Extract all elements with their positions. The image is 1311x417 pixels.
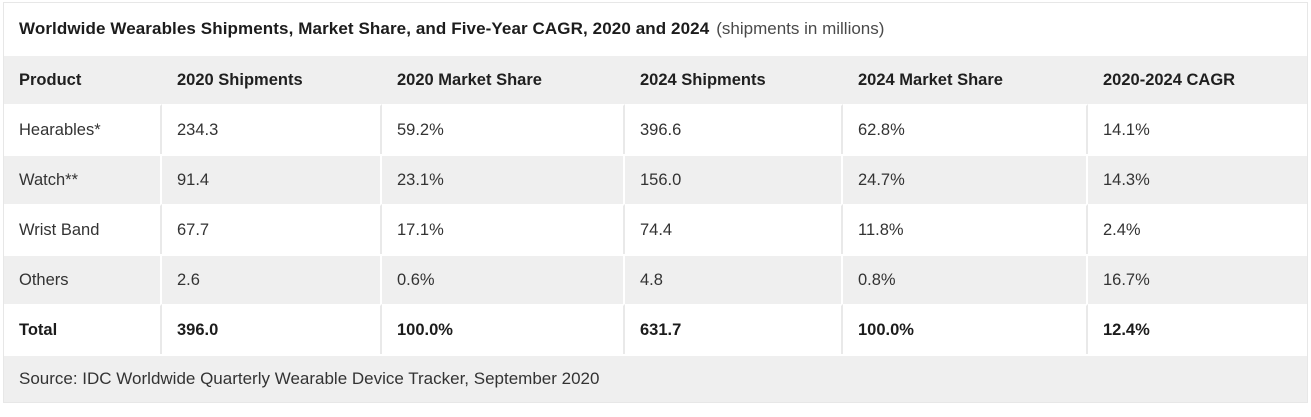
cell-2024-market-share: 100.0% [843,304,1088,354]
table-source: Source: IDC Worldwide Quarterly Wearable… [4,356,1307,402]
cell-2024-shipments: 4.8 [625,254,843,304]
cell-2024-shipments: 74.4 [625,204,843,254]
cell-2024-market-share: 62.8% [843,104,1088,154]
cell-2024-market-share: 0.8% [843,254,1088,304]
cell-2020-market-share: 23.1% [382,154,625,204]
wearables-table: Product 2020 Shipments 2020 Market Share… [4,54,1307,354]
cell-2020-market-share: 17.1% [382,204,625,254]
cell-2020-market-share: 100.0% [382,304,625,354]
cell-product: Others [4,254,162,304]
cell-2024-market-share: 24.7% [843,154,1088,204]
table-subtitle: (shipments in millions) [716,18,885,38]
table-row-others: Others 2.6 0.6% 4.8 0.8% 16.7% [4,254,1307,304]
cell-product: Hearables* [4,104,162,154]
table-row-hearables: Hearables* 234.3 59.2% 396.6 62.8% 14.1% [4,104,1307,154]
cell-cagr: 12.4% [1088,304,1307,354]
table-row-total: Total 396.0 100.0% 631.7 100.0% 12.4% [4,304,1307,354]
column-header-2024-shipments: 2024 Shipments [625,54,843,104]
cell-2020-shipments: 2.6 [162,254,382,304]
cell-2020-shipments: 91.4 [162,154,382,204]
column-header-2020-shipments: 2020 Shipments [162,54,382,104]
cell-product: Total [4,304,162,354]
cell-2020-shipments: 234.3 [162,104,382,154]
column-header-2024-market-share: 2024 Market Share [843,54,1088,104]
column-header-cagr: 2020-2024 CAGR [1088,54,1307,104]
table-row-watch: Watch** 91.4 23.1% 156.0 24.7% 14.3% [4,154,1307,204]
cell-2024-shipments: 631.7 [625,304,843,354]
cell-2024-market-share: 11.8% [843,204,1088,254]
table-row-wrist-band: Wrist Band 67.7 17.1% 74.4 11.8% 2.4% [4,204,1307,254]
cell-cagr: 2.4% [1088,204,1307,254]
cell-product: Watch** [4,154,162,204]
cell-2020-market-share: 59.2% [382,104,625,154]
table-title-row: Worldwide Wearables Shipments, Market Sh… [4,3,1307,54]
cell-2020-shipments: 396.0 [162,304,382,354]
cell-2020-shipments: 67.7 [162,204,382,254]
column-header-2020-market-share: 2020 Market Share [382,54,625,104]
cell-2024-shipments: 156.0 [625,154,843,204]
table-title: Worldwide Wearables Shipments, Market Sh… [19,18,710,38]
cell-cagr: 16.7% [1088,254,1307,304]
wearables-table-container: Worldwide Wearables Shipments, Market Sh… [3,2,1308,403]
cell-product: Wrist Band [4,204,162,254]
cell-cagr: 14.1% [1088,104,1307,154]
header-row: Product 2020 Shipments 2020 Market Share… [4,54,1307,104]
cell-2024-shipments: 396.6 [625,104,843,154]
cell-2020-market-share: 0.6% [382,254,625,304]
cell-cagr: 14.3% [1088,154,1307,204]
column-header-product: Product [4,54,162,104]
